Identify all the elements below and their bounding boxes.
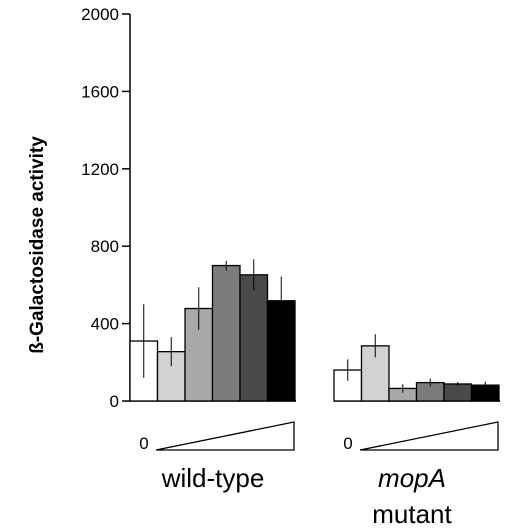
y-tick-label: 400 [91, 315, 119, 334]
group-label: mopA [378, 463, 446, 493]
gradient-zero-label: 0 [343, 434, 352, 453]
bar [211, 264, 241, 402]
bars-layer [129, 259, 500, 402]
y-tick-label: 2000 [81, 5, 119, 24]
y-axis-label: ß-Galactosidase activity [27, 136, 48, 354]
y-tick-label: 800 [91, 237, 119, 256]
group-labels: wild-type mopA mutant [161, 463, 453, 529]
y-tick-label: 1600 [81, 82, 119, 101]
group-label-line: mutant [372, 499, 452, 529]
group-label: wild-type [161, 463, 265, 493]
y-tick-label: 0 [110, 392, 119, 411]
bar [443, 383, 473, 402]
gradient-wedge [155, 421, 295, 451]
bar [239, 274, 269, 402]
gradient-zero-label: 0 [139, 434, 148, 453]
y-tick-label: 1200 [81, 160, 119, 179]
gradient-wedge [359, 421, 499, 451]
y-axis: 0 400 800 1200 1600 2000 [81, 5, 131, 411]
